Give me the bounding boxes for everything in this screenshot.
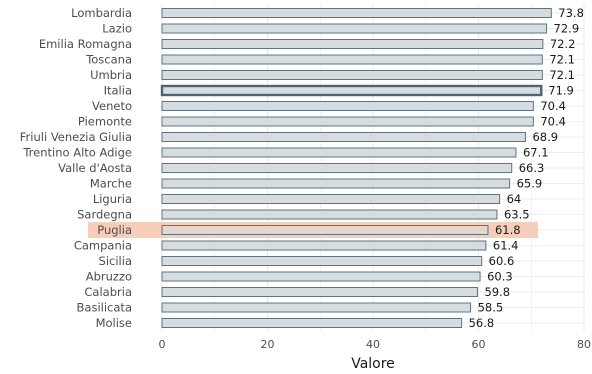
value-label: 61.4 (493, 239, 519, 253)
category-label: Veneto (92, 99, 132, 113)
value-label: 64 (507, 192, 522, 206)
bar (161, 240, 487, 251)
value-label: 68.9 (532, 130, 558, 144)
value-label: 60.3 (487, 270, 513, 284)
x-tick-labels: 0 20 40 60 80 (159, 338, 592, 351)
bar (161, 101, 534, 111)
bar (161, 271, 481, 282)
category-label: Marche (90, 177, 132, 191)
category-label: Trentino Alto Adige (22, 146, 132, 160)
value-label: 56.8 (469, 316, 495, 330)
bar (161, 54, 543, 65)
value-label: 72.2 (550, 37, 576, 51)
value-label: 72.9 (554, 22, 580, 36)
bar (161, 132, 526, 142)
value-label: 67.1 (523, 146, 549, 160)
value-label: 72.1 (549, 68, 575, 82)
value-label: 70.4 (540, 99, 566, 113)
value-label: 72.1 (549, 53, 575, 67)
value-label: 63.5 (504, 208, 530, 222)
bar (161, 70, 543, 80)
bar (161, 23, 548, 34)
category-label: Umbria (90, 68, 132, 82)
category-label: Emilia Romagna (39, 37, 132, 51)
category-label: Sicilia (99, 254, 132, 268)
x-tick-label: 60 (472, 338, 486, 351)
category-label: Lombardia (71, 6, 132, 20)
bar (161, 178, 511, 189)
bar (161, 225, 489, 235)
x-tick-label: 80 (577, 338, 591, 351)
bar (161, 8, 552, 18)
value-label: 66.3 (519, 161, 545, 175)
value-label: 73.8 (558, 6, 584, 20)
x-axis-title: Valore (351, 356, 395, 372)
category-label: Piemonte (78, 115, 132, 129)
value-label: 59.8 (484, 285, 510, 299)
category-label: Molise (96, 316, 132, 330)
category-label: Friuli Venezia Giulia (20, 130, 132, 144)
bar (161, 39, 544, 49)
value-label: 61.8 (495, 223, 521, 237)
category-label: Sardegna (77, 208, 132, 222)
category-label: Toscana (85, 53, 132, 67)
bar (161, 116, 534, 127)
value-label: 65.9 (517, 177, 543, 191)
category-label: Abruzzo (86, 270, 132, 284)
bar (161, 147, 517, 158)
category-label: Puglia (97, 223, 132, 237)
x-tick-label: 0 (159, 338, 166, 351)
value-label: 70.4 (540, 115, 566, 129)
bar (161, 302, 472, 313)
bar (161, 287, 478, 297)
category-label: Valle d'Aosta (58, 161, 132, 175)
x-tick-label: 20 (261, 338, 275, 351)
category-label: Italia (104, 84, 132, 98)
bar (160, 84, 543, 97)
bar (161, 256, 483, 266)
value-labels: 73.872.972.272.172.171.970.470.468.967.1… (469, 6, 584, 330)
bar (161, 163, 513, 173)
category-label: Liguria (93, 192, 132, 206)
value-label: 60.6 (489, 254, 515, 268)
bar (161, 194, 501, 204)
value-label: 71.9 (548, 84, 574, 98)
value-label: 58.5 (478, 301, 504, 315)
category-label: Calabria (84, 285, 132, 299)
x-tick-label: 40 (366, 338, 380, 351)
category-label: Basilicata (77, 301, 132, 315)
bars (160, 8, 552, 328)
bar (161, 318, 463, 328)
bar (161, 209, 498, 220)
category-label: Lazio (102, 22, 132, 36)
category-label: Campania (74, 239, 132, 253)
